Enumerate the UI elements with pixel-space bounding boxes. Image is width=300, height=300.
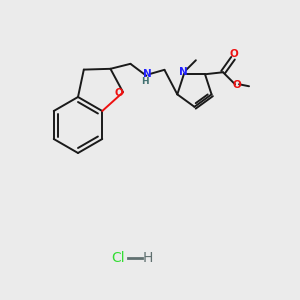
Text: O: O — [230, 49, 238, 59]
Text: H: H — [143, 251, 153, 265]
Text: O: O — [232, 80, 242, 90]
Text: N: N — [143, 69, 152, 79]
Text: O: O — [115, 88, 123, 98]
Text: N: N — [179, 67, 188, 77]
Text: H: H — [141, 77, 148, 86]
Text: Cl: Cl — [111, 251, 125, 265]
